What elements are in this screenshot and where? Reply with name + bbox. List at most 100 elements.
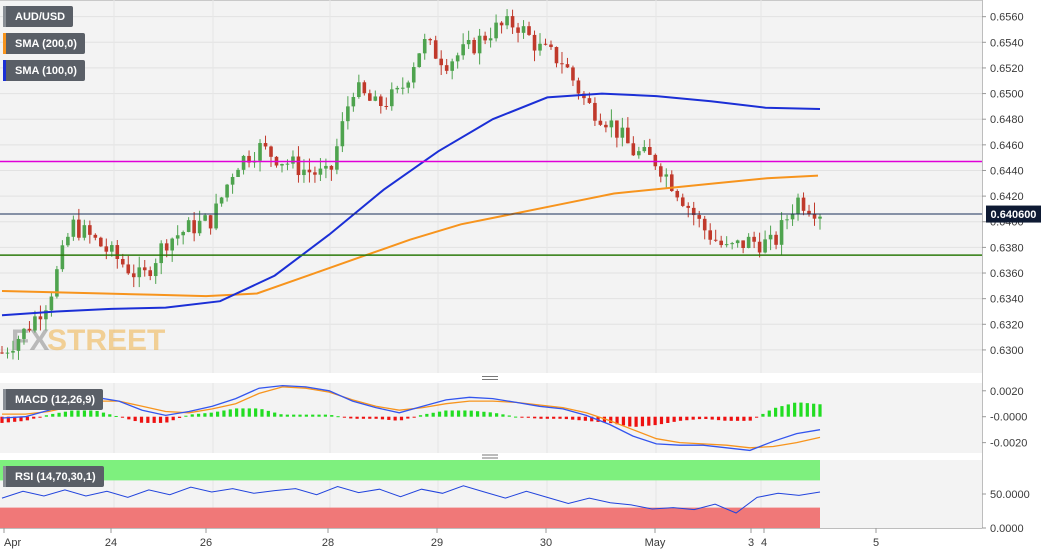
macd-histogram-bar [158,416,163,423]
macd-histogram-bar [387,416,391,420]
pane-resize-handle-2[interactable] [478,453,502,460]
macd-histogram-bar [146,416,150,423]
macd-histogram-bar [114,415,118,417]
candle-body [362,82,367,94]
candle-body [351,97,356,107]
macd-histogram-bar [393,416,397,421]
candle-body [82,225,87,238]
macd-histogram-bar [482,411,486,417]
candle-body [109,245,114,252]
x-axis: Apr 24 26 28 29 30 May 3 4 5 [3,528,879,549]
macd-histogram-bar [260,409,264,417]
candle-body [77,219,81,238]
macd-histogram-bar [298,414,302,417]
macd-histogram-bar [799,402,803,417]
macd-histogram-bar [361,416,366,419]
y-tick-label: 0.6360 [990,268,1024,280]
macd-histogram-bar [609,416,613,424]
y-tick-labels: 0.6560 0.6540 0.6520 0.6500 0.6480 0.6460 0.64… [982,12,1024,357]
candle-body [593,102,597,121]
macd-histogram-bar [51,413,55,417]
macd-histogram-bar [412,416,416,418]
candle-body [455,55,460,62]
candle-body [181,231,185,236]
candlesticks [0,9,822,360]
sma200-line [1,174,819,298]
legend-sma200[interactable]: SMA (200,0) [3,33,85,54]
macd-plot-area [0,383,982,453]
candle-body [159,243,164,264]
macd-histogram-bar [647,416,651,426]
candle-body [241,155,246,170]
candle-body [785,219,789,221]
candle-body [16,338,21,351]
candle-body [631,143,636,156]
macd-histogram-bar [685,416,689,421]
candle-body [505,16,509,26]
candle-body [27,328,32,331]
candle-body [450,61,454,71]
macd-histogram-bar [349,416,353,419]
macd-histogram-bar [139,416,144,423]
macd-histogram-bar [311,414,315,417]
macd-histogram-bar [19,416,23,422]
legend-pair[interactable]: AUD/USD [3,6,74,27]
candle-body [5,352,10,354]
macd-histogram-bar [469,410,473,417]
macd-histogram-bar [273,412,277,417]
watermark-street: STREET [47,324,165,357]
candle-body [335,146,339,170]
candle-body [384,105,389,107]
candle-body [730,243,734,245]
candle-body [521,26,526,33]
macd-histogram-bar [399,416,404,421]
candle-body [790,213,795,220]
candle-body [560,63,564,65]
macd-histogram-bar [533,416,537,419]
macd-histogram-bar [184,415,188,417]
candle-body [483,35,487,41]
candle-body [247,155,251,163]
y-tick-label: 0.6420 [990,191,1024,203]
legend-rsi[interactable]: RSI (14,70,30,1) [3,466,104,487]
candle-body [752,236,756,242]
legend-sma100[interactable]: SMA (100,0) [3,60,85,81]
macd-histogram-bar [6,416,10,423]
candle-body [11,350,15,353]
macd-histogram-bar [748,416,752,421]
candle-body [598,120,603,125]
candle-body [477,35,482,54]
candle-body [280,163,284,166]
candle-body [713,239,718,241]
macd-histogram-bar [710,416,714,420]
rsi-overbought-band [0,460,820,481]
macd-histogram-bar [786,404,790,417]
candle-body [55,269,59,297]
macd-histogram-bar [82,410,87,417]
macd-histogram-bar [634,416,638,427]
macd-histogram-bar [723,416,727,421]
candle-body [208,215,213,229]
pane-resize-handle-1[interactable] [478,373,502,383]
candle-body [686,205,691,208]
macd-tick-label: -0.0000 [990,412,1027,424]
candle-body [779,220,784,245]
macd-histogram-bar [640,416,645,427]
legend-sma200-swatch [3,33,6,54]
macd-histogram-bar [44,415,48,417]
legend-pair-swatch [3,6,6,27]
main-plot-area [0,0,982,373]
candle-body [554,47,559,64]
candle-body [389,89,394,107]
legend-macd[interactable]: MACD (12,26,9) [3,389,104,410]
rsi-oversold-band [0,507,820,528]
macd-histogram-bar [558,416,562,419]
candle-body [774,234,778,245]
candle-body [318,168,323,175]
macd-histogram-bar [95,410,99,417]
macd-histogram-bar [215,411,220,417]
macd-histogram-bar [190,414,194,417]
legend-macd-label: MACD (12,26,9) [15,393,96,406]
candle-body [746,236,751,248]
candle-body [620,127,625,138]
